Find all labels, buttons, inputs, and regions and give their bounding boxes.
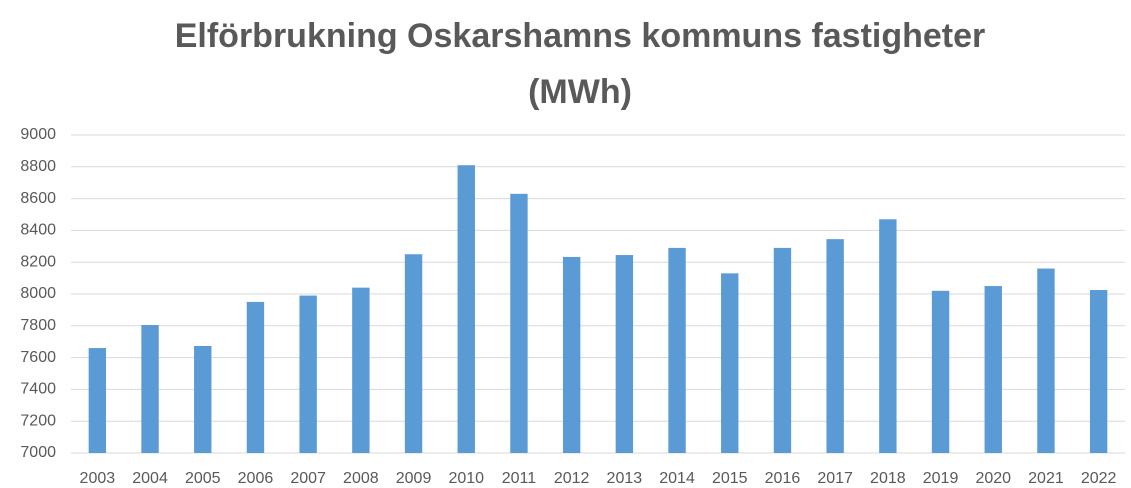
y-tick-label: 8600 <box>20 190 56 207</box>
bar <box>773 247 792 453</box>
bar <box>194 345 212 453</box>
bar <box>826 239 844 453</box>
x-tick-label: 2012 <box>554 470 590 487</box>
y-tick-label: 8800 <box>20 158 56 175</box>
x-tick-label: 2020 <box>975 470 1011 487</box>
bar <box>615 255 634 453</box>
bar <box>510 193 528 453</box>
bar <box>562 256 581 453</box>
x-tick-label: 2009 <box>396 470 432 487</box>
x-tick-label: 2003 <box>80 470 116 487</box>
bar <box>721 273 739 453</box>
x-tick-label: 2021 <box>1028 470 1064 487</box>
chart-title: Elförbrukning Oskarshamns kommuns fastig… <box>174 17 986 111</box>
x-tick-label: 2017 <box>817 470 853 487</box>
bar <box>88 348 107 453</box>
bar <box>299 295 317 453</box>
y-tick-label: 7400 <box>20 381 56 398</box>
x-tick-label: 2007 <box>290 470 326 487</box>
bar <box>141 325 159 453</box>
x-tick-label: 2014 <box>659 470 695 487</box>
y-tick-label: 9000 <box>20 126 56 143</box>
x-tick-label: 2022 <box>1081 470 1117 487</box>
x-tick-label: 2006 <box>238 470 274 487</box>
y-tick-label: 7800 <box>20 317 56 334</box>
bar <box>1089 290 1108 453</box>
bar <box>246 301 265 453</box>
bar <box>984 286 1002 453</box>
y-tick-label: 8000 <box>20 285 56 302</box>
bar <box>352 287 370 453</box>
y-tick-label: 8200 <box>20 253 56 270</box>
x-tick-label: 2018 <box>870 470 906 487</box>
x-tick-label: 2011 <box>502 470 537 487</box>
x-tick-label: 2013 <box>607 470 643 487</box>
y-tick-label: 7600 <box>20 349 56 366</box>
bar <box>1037 268 1055 453</box>
bar <box>931 290 950 453</box>
y-tick-label: 8400 <box>20 222 56 239</box>
x-tick-label: 2005 <box>185 470 221 487</box>
bar <box>404 254 423 453</box>
y-tick-label: 7200 <box>20 412 56 429</box>
x-tick-label: 2019 <box>923 470 959 487</box>
x-tick-label: 2016 <box>765 470 801 487</box>
x-tick-label: 2010 <box>448 470 484 487</box>
bar <box>668 247 686 453</box>
y-tick-label: 7000 <box>20 444 56 461</box>
bar <box>457 165 475 453</box>
x-tick-label: 2008 <box>343 470 379 487</box>
x-tick-label: 2015 <box>712 470 748 487</box>
bar <box>879 219 897 453</box>
x-tick-label: 2004 <box>132 470 168 487</box>
